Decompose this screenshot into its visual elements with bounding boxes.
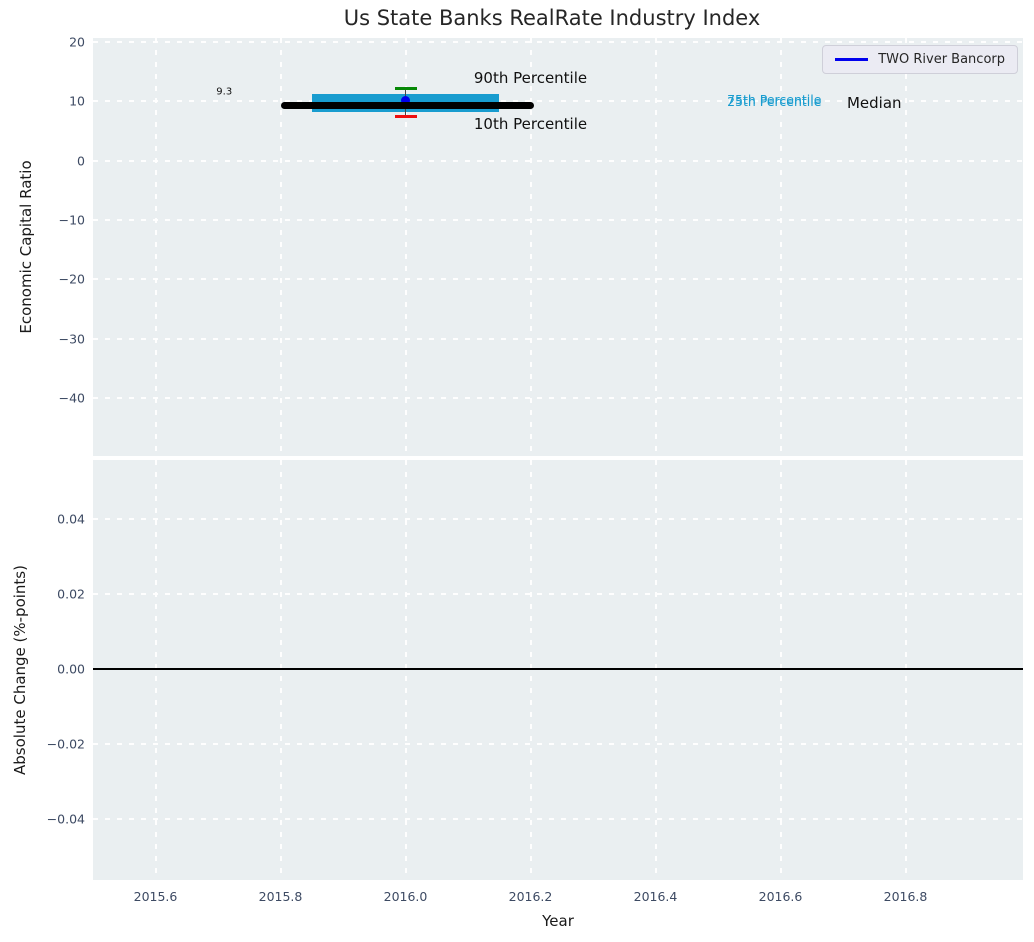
x-tick-label-2015.8: 2015.8 <box>258 889 303 904</box>
gridline-horizontal <box>93 742 1023 745</box>
annotation-25th-percentile: 25th Percentile <box>727 94 822 110</box>
gridline-horizontal <box>93 278 1023 281</box>
x-tick-label-2016.0: 2016.0 <box>383 889 428 904</box>
gridline-horizontal <box>93 517 1023 520</box>
gridline-horizontal <box>93 337 1023 340</box>
y-tick-label-0.02: 0.02 <box>57 586 85 602</box>
y-tick-label-0: 0 <box>77 153 85 169</box>
y-tick-label-0.02: −0.02 <box>46 736 85 752</box>
y-tick-label-0.04: −0.04 <box>46 811 85 827</box>
10th-90th-percentile-errorbar-high-cap <box>394 87 417 91</box>
y-tick-label-30: −30 <box>58 331 85 347</box>
gridline-vertical <box>779 460 782 880</box>
gridline-vertical <box>404 38 407 456</box>
x-tick-label-2015.6: 2015.6 <box>133 889 178 904</box>
legend-entry-label: TWO River Bancorp <box>878 52 1005 67</box>
zero-line-line <box>93 668 1023 670</box>
gridline-horizontal <box>93 219 1023 222</box>
x-tick-label-2016.6: 2016.6 <box>758 889 803 904</box>
annotation-9.3: 9.3 <box>216 86 233 98</box>
y-axis-label-top: Economic Capital Ratio <box>17 160 35 334</box>
y-tick-label-0.00: 0.00 <box>57 661 85 677</box>
gridline-vertical <box>654 38 657 456</box>
gridline-horizontal <box>93 41 1023 44</box>
y-tick-label-20: 20 <box>69 34 85 50</box>
median-line <box>280 102 534 110</box>
gridline-vertical <box>529 38 532 456</box>
gridline-horizontal <box>93 396 1023 399</box>
gridline-horizontal <box>93 817 1023 820</box>
gridline-vertical <box>154 38 157 456</box>
x-tick-label-2016.4: 2016.4 <box>633 889 678 904</box>
y-tick-label-10: 10 <box>69 93 85 109</box>
annotation-90th-percentile: 90th Percentile <box>473 69 588 88</box>
gridline-vertical <box>529 460 532 880</box>
y-tick-label-10: −10 <box>58 212 85 228</box>
axes-absolute-change <box>93 460 1023 880</box>
gridline-horizontal <box>93 592 1023 595</box>
gridline-vertical <box>279 460 282 880</box>
gridline-horizontal <box>93 100 1023 103</box>
gridline-vertical <box>904 38 907 456</box>
gridline-vertical <box>654 460 657 880</box>
x-tick-label-2016.2: 2016.2 <box>508 889 553 904</box>
two-river-bancorp-point <box>401 96 410 106</box>
legend: TWO River Bancorp <box>822 45 1018 74</box>
y-tick-label-0.04: 0.04 <box>57 511 85 527</box>
10th-90th-percentile-errorbar-low-cap <box>394 115 417 119</box>
annotation-75th-percentile: 75th Percentile <box>727 92 822 108</box>
gridline-vertical <box>904 460 907 880</box>
gridline-vertical <box>154 460 157 880</box>
axes-economic-capital-ratio: TWO River Bancorp 90th Percentile 10th Pe… <box>93 38 1023 456</box>
gridline-vertical <box>404 460 407 880</box>
gridline-vertical <box>779 38 782 456</box>
chart-title: Us State Banks RealRate Industry Index <box>343 6 761 30</box>
annotation-10th-percentile: 10th Percentile <box>473 114 588 133</box>
gridline-horizontal <box>93 159 1023 162</box>
x-axis-label: Year <box>542 912 574 930</box>
x-tick-label-2016.8: 2016.8 <box>883 889 928 904</box>
annotation-median: Median <box>846 93 902 112</box>
y-tick-label-40: −40 <box>58 390 85 406</box>
y-tick-label-20: −20 <box>58 271 85 287</box>
legend-line-swatch <box>835 58 869 61</box>
gridline-vertical <box>279 38 282 456</box>
